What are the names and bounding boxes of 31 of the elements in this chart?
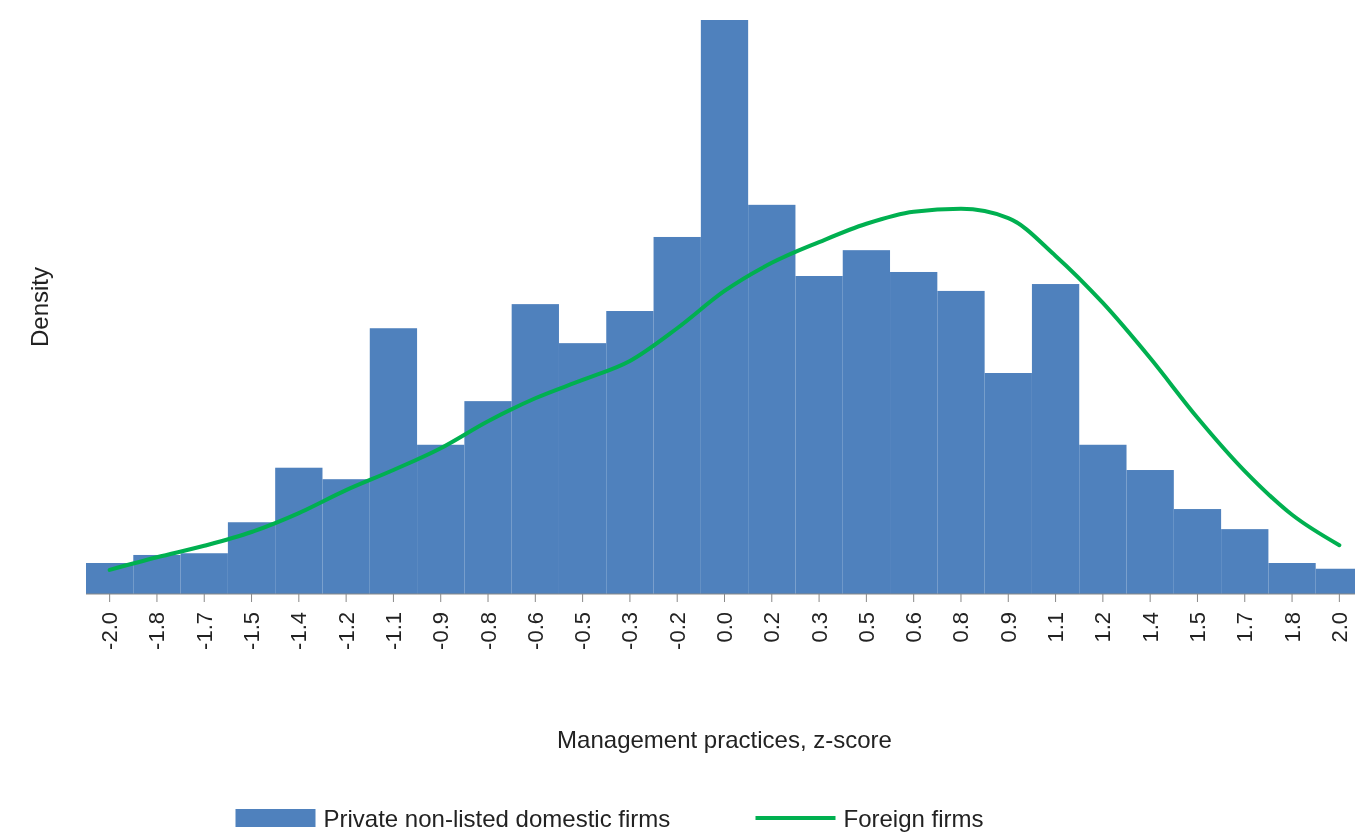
x-tick-label: -0.3 <box>617 612 643 650</box>
x-tick-label: 0.6 <box>901 612 927 643</box>
x-tick-label: 0.3 <box>806 612 832 643</box>
x-tick-label: -0.8 <box>475 612 501 650</box>
x-tick-label: 1.8 <box>1279 612 1305 643</box>
x-tick-label: 0.8 <box>948 612 974 643</box>
x-tick-label: -1.5 <box>239 612 265 650</box>
x-tick-label: 2.0 <box>1326 612 1352 643</box>
x-tick-label: 1.7 <box>1232 612 1258 643</box>
x-tick-label: -0.2 <box>664 612 690 650</box>
x-tick-label: -1.8 <box>144 612 170 650</box>
x-tick-label: -0.9 <box>428 612 454 650</box>
x-tick-label: -1.1 <box>380 612 406 650</box>
x-tick-label: 0.2 <box>759 612 785 643</box>
x-tick-label: -1.2 <box>333 612 359 650</box>
x-tick-label: -0.6 <box>522 612 548 650</box>
x-axis-title: Management practices, z-score <box>557 726 892 753</box>
x-tick-label: 1.4 <box>1137 612 1163 643</box>
legend-label: Private non-listed domestic firms <box>323 804 671 832</box>
y-axis-title: Density <box>26 266 53 348</box>
x-tick-label: -2.0 <box>97 612 123 650</box>
legend-label: Foreign firms <box>843 804 984 832</box>
x-tick-label: 1.2 <box>1090 612 1116 643</box>
x-tick-label: 1.1 <box>1043 612 1069 643</box>
x-tick-label: -1.7 <box>191 612 217 650</box>
x-tick-label: -1.4 <box>286 612 312 650</box>
x-tick-label: 1.5 <box>1184 612 1210 643</box>
x-tick-label: -0.5 <box>570 612 596 650</box>
x-tick-label: 0.0 <box>712 612 737 643</box>
x-tick-label: 0.5 <box>853 612 879 643</box>
x-tick-label: 0.9 <box>995 612 1021 643</box>
